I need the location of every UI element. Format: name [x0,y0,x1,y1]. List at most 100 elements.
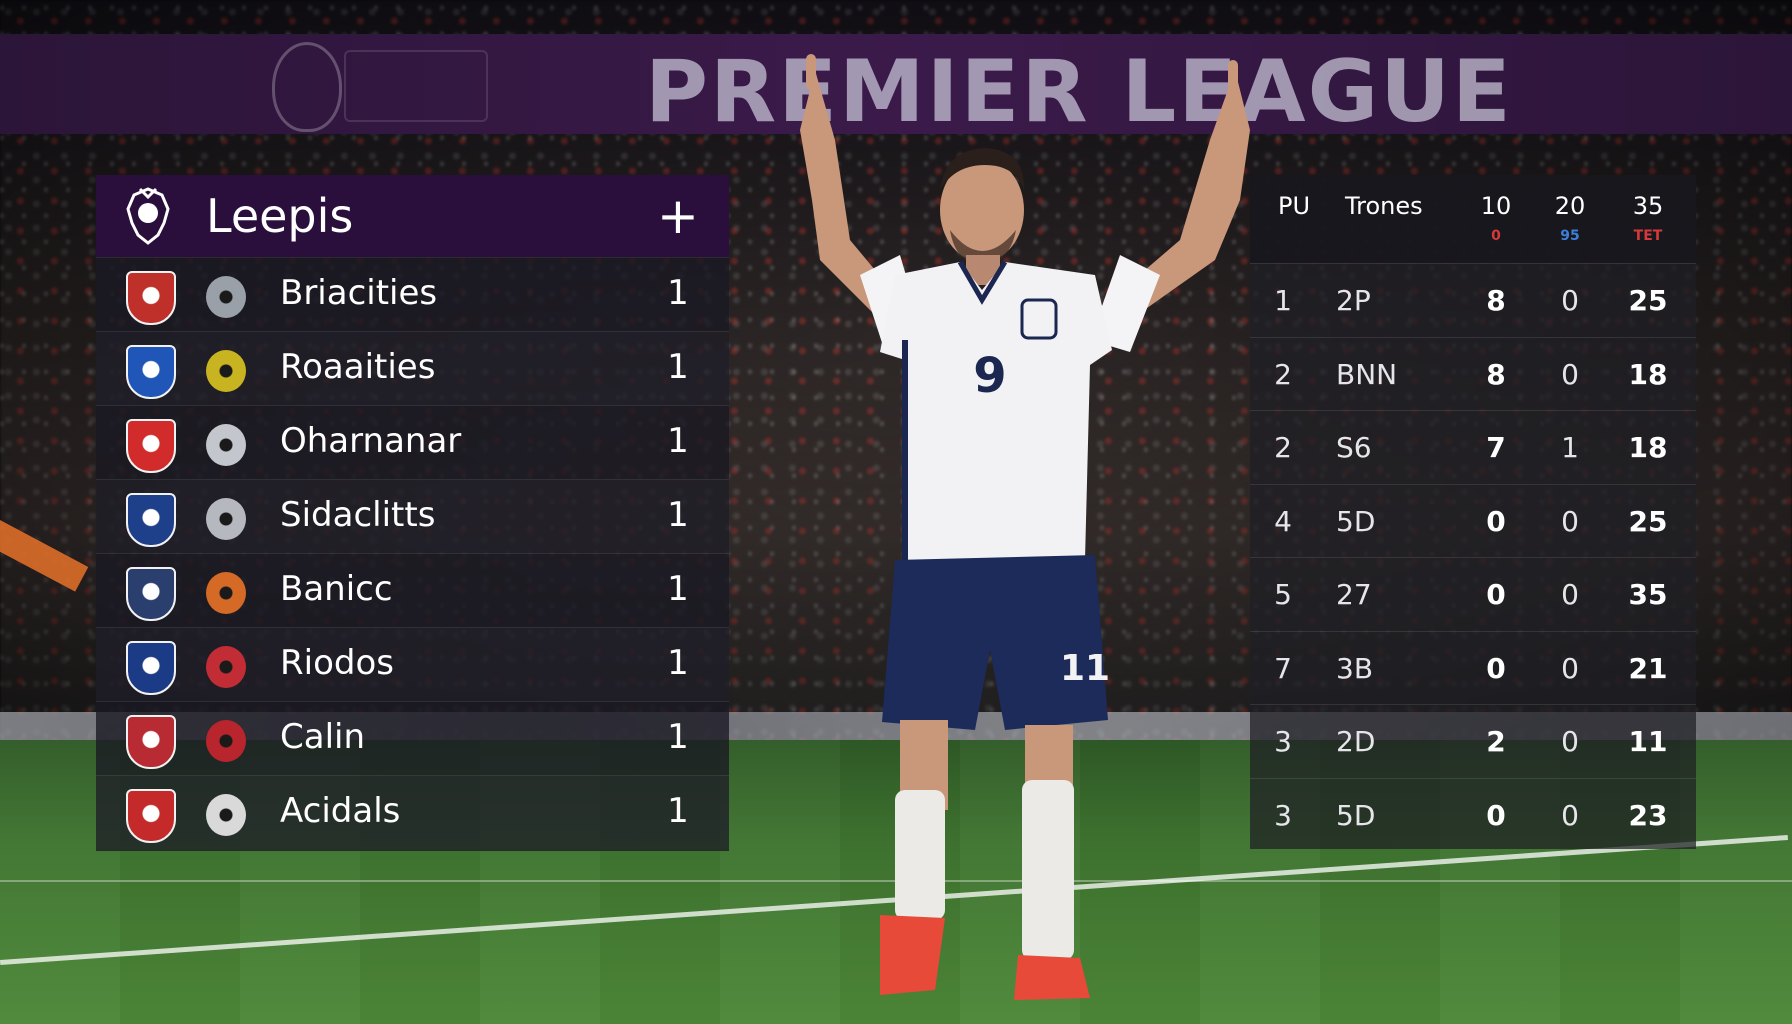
team-value: 1 [667,643,689,683]
cell-pos: 4 [1274,504,1292,538]
team-row[interactable]: Calin 1 [96,701,729,776]
table-row[interactable]: 5 27 0 0 35 [1250,557,1696,632]
cell-pos: 5 [1274,578,1292,611]
team-value: 1 [667,717,689,757]
club-crest-icon [126,419,176,473]
team-row[interactable]: Riodos 1 [96,627,729,702]
team-value: 1 [667,791,689,831]
cell-col1: 0 [1486,578,1506,611]
cell-team: S6 [1336,431,1372,464]
cell-col3: 11 [1628,725,1668,758]
table-row[interactable]: 3 2D 2 0 11 [1250,704,1696,779]
team-name: Sidaclitts [280,495,436,535]
club-crest-icon [126,345,176,399]
add-button[interactable]: + [657,187,699,245]
table-row[interactable]: 1 2P 8 0 25 [1250,263,1696,338]
team-row[interactable]: Roaaities 1 [96,331,729,406]
banner-sponsor-box [344,50,488,122]
cell-col3: 18 [1628,431,1668,464]
secondary-crest-icon [206,646,246,688]
secondary-crest-icon [206,498,246,540]
left-panel-header: Leepis + [96,175,729,257]
team-row[interactable]: Sidaclitts 1 [96,479,729,554]
cell-col1: 0 [1486,798,1506,832]
team-value: 1 [667,569,689,609]
team-name: Roaaities [280,347,436,387]
cell-team: 2D [1336,725,1376,758]
team-row[interactable]: Oharnanar 1 [96,405,729,480]
header-col3: 35 [1632,192,1664,220]
cell-col3: 35 [1628,578,1668,611]
secondary-crest-icon [206,720,246,762]
secondary-crest-icon [206,794,246,836]
team-name: Calin [280,717,366,757]
cell-col2: 0 [1561,284,1579,317]
header-col1-sub: 0 [1491,228,1501,244]
secondary-crest-icon [206,276,246,318]
cell-col2: 0 [1561,578,1579,611]
team-name: Briacities [280,273,438,313]
cell-col1: 8 [1486,284,1506,317]
team-row[interactable]: Briacities 1 [96,257,729,332]
cell-col3: 25 [1628,504,1668,538]
cell-col1: 2 [1486,725,1506,758]
club-crest-icon [126,271,176,325]
club-crest-icon [126,789,176,843]
banner-text: PREMIER LEAGUE [645,42,1513,142]
cell-col1: 0 [1486,504,1506,538]
cell-col2: 0 [1561,504,1579,538]
cell-team: 2P [1336,284,1371,317]
cell-col2: 1 [1561,431,1579,464]
header-pos: PU [1278,192,1311,220]
cell-col1: 0 [1486,651,1506,685]
team-row[interactable]: Banicc 1 [96,553,729,628]
team-value: 1 [667,347,689,387]
header-team: Trones [1345,192,1423,220]
cell-team: 27 [1336,578,1372,611]
right-standings-table: PU Trones 10 20 35 0 95 TET 1 2P 8 0 25 2 BNN 8… [1250,175,1696,849]
table-header: PU Trones 10 20 35 0 95 TET [1250,175,1696,263]
left-standings-panel: Leepis + Briacities 1 Roaaities 1 Oharnanar 1… [96,175,729,851]
secondary-crest-icon [206,350,246,392]
cell-pos: 2 [1274,431,1292,464]
cell-team: BNN [1336,357,1398,391]
league-logo-icon [272,42,342,132]
table-row[interactable]: 7 3B 0 0 21 [1250,630,1696,706]
header-col2: 20 [1554,192,1586,220]
secondary-crest-icon [206,572,246,614]
team-value: 1 [667,495,689,535]
cell-team: 5D [1336,798,1376,832]
club-crest-icon [126,493,176,547]
table-row[interactable]: 2 S6 7 1 18 [1250,410,1696,485]
team-value: 1 [667,273,689,313]
table-row[interactable]: 3 5D 0 0 23 [1250,777,1696,853]
header-col3-sub: TET [1633,228,1663,244]
cell-pos: 3 [1274,798,1292,832]
club-crest-icon [126,641,176,695]
cell-team: 3B [1336,651,1374,685]
cell-pos: 7 [1274,651,1292,685]
left-panel-title: Leepis [206,189,354,243]
table-row[interactable]: 4 5D 0 0 25 [1250,483,1696,559]
team-name: Oharnanar [280,421,462,461]
team-value: 1 [667,421,689,461]
cell-col1: 8 [1486,357,1506,391]
cell-pos: 3 [1274,725,1292,758]
cell-col2: 0 [1561,798,1579,832]
team-row[interactable]: Acidals 1 [96,775,729,850]
club-crest-icon [126,567,176,621]
team-name: Riodos [280,643,394,683]
cell-col3: 23 [1628,798,1668,832]
team-name: Banicc [280,569,393,609]
cell-col3: 18 [1628,357,1668,391]
club-crest-icon [126,715,176,769]
pitch-line [0,880,1792,882]
header-col2-sub: 95 [1560,228,1580,244]
team-name: Acidals [280,791,401,831]
table-row[interactable]: 2 BNN 8 0 18 [1250,336,1696,412]
cell-team: 5D [1336,504,1376,538]
cell-pos: 1 [1274,284,1292,317]
cell-col3: 21 [1628,651,1668,685]
cell-pos: 2 [1274,357,1292,391]
cell-col2: 0 [1561,725,1579,758]
